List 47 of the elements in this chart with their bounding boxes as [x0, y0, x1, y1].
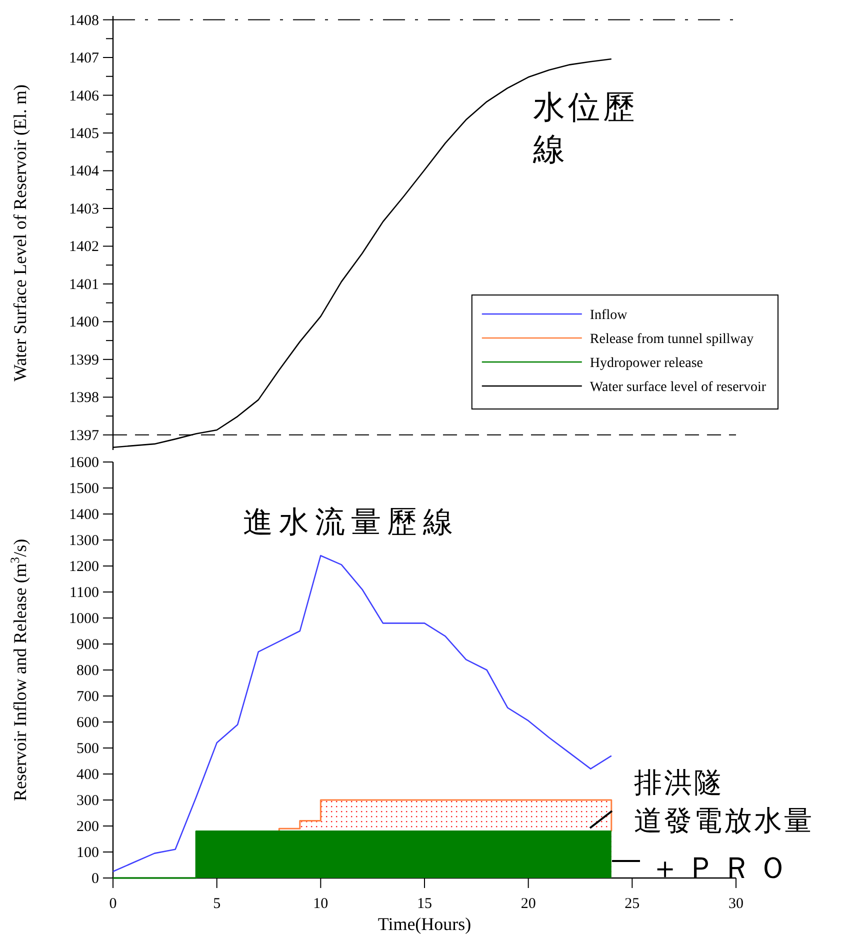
y-tick-label: 800	[76, 663, 99, 679]
y-tick-label: 1404	[69, 164, 100, 180]
y-tick-label: 0	[92, 871, 99, 887]
y-tick-label: 400	[76, 767, 99, 783]
text: Hydropower release	[590, 356, 704, 371]
y-tick-label: 1400	[69, 507, 99, 523]
y-tick-label: 1500	[69, 481, 99, 497]
text: Water surface level of reservoir	[590, 380, 766, 395]
y-tick-label: 1398	[69, 390, 99, 406]
y-axis-title: Water Surface Level of Reservoir (El. m)	[10, 84, 30, 382]
annotation: 進水流量歷線	[243, 506, 459, 539]
y-tick-label: 900	[76, 637, 99, 653]
y-tick-label: 1403	[69, 201, 99, 218]
y-tick-label: 1397	[69, 428, 100, 444]
x-tick-label: 25	[624, 896, 640, 912]
y-tick-label: 1407	[69, 50, 100, 67]
x-axis-title: Time(Hours)	[378, 914, 472, 934]
y-tick-label: 1200	[69, 559, 99, 575]
y-tick-label: 1406	[69, 88, 100, 104]
y-tick-label: 1000	[69, 611, 99, 627]
y-tick-label: 1300	[69, 533, 99, 549]
x-tick-label: 20	[520, 896, 536, 912]
y-tick-label: 1408	[69, 12, 99, 29]
y-tick-label: 600	[76, 715, 99, 731]
y-tick-label: 1600	[69, 455, 99, 471]
y-tick-label: 500	[76, 741, 99, 757]
text: Release from tunnel spillway	[590, 332, 754, 347]
y-tick-label: 1401	[69, 276, 99, 293]
y-tick-label: 100	[76, 845, 99, 861]
x-tick-label: 15	[417, 896, 432, 912]
y-tick-label: 1399	[69, 352, 99, 368]
x-tick-label: 0	[109, 896, 117, 912]
line-series	[112, 554, 612, 872]
text: Inflow	[590, 308, 628, 323]
x-tick-label: 5	[213, 896, 221, 912]
x-tick-label: 10	[313, 896, 328, 912]
annotation: 水位歷線	[532, 89, 638, 167]
y-tick-label: 200	[76, 819, 99, 835]
y-tick-label: 1402	[69, 239, 99, 256]
y-tick-label: 1400	[69, 314, 99, 331]
y-tick-label: 1405	[69, 126, 99, 142]
y-tick-label: 300	[76, 793, 99, 809]
y-tick-label: 1100	[70, 585, 99, 601]
y-tick-label: 700	[76, 689, 99, 705]
annotation: ＋ＰＲＯ	[650, 852, 794, 885]
annotation: 排洪隧道發電放水量	[634, 768, 814, 837]
x-tick-label: 30	[728, 896, 744, 912]
